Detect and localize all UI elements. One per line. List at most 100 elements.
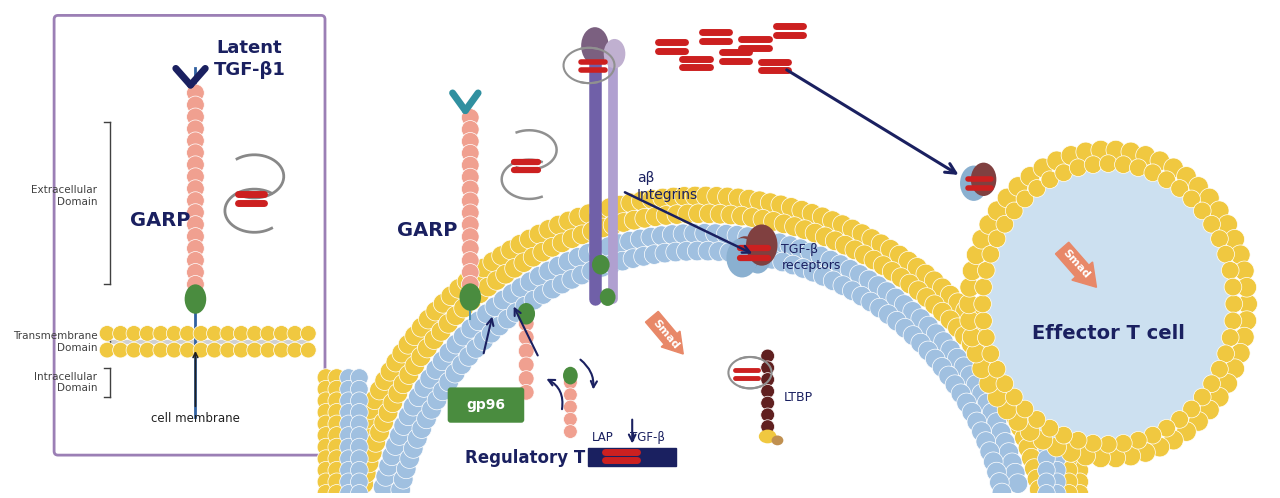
- Text: Regulatory T cell: Regulatory T cell: [465, 449, 623, 467]
- Circle shape: [760, 361, 774, 374]
- Circle shape: [1048, 485, 1066, 498]
- Circle shape: [495, 264, 516, 284]
- Circle shape: [1038, 473, 1055, 491]
- Circle shape: [1018, 389, 1037, 409]
- Circle shape: [1071, 369, 1088, 386]
- Circle shape: [1025, 409, 1046, 428]
- Circle shape: [1211, 230, 1229, 248]
- Circle shape: [739, 189, 759, 209]
- Circle shape: [1048, 392, 1066, 409]
- Circle shape: [941, 285, 960, 305]
- Circle shape: [1164, 158, 1183, 178]
- Circle shape: [635, 209, 654, 228]
- Circle shape: [461, 240, 479, 257]
- Circle shape: [328, 392, 346, 409]
- Circle shape: [539, 261, 558, 281]
- FancyArrow shape: [1056, 242, 1097, 287]
- Circle shape: [961, 334, 982, 354]
- Circle shape: [979, 374, 998, 393]
- Circle shape: [803, 204, 822, 223]
- Circle shape: [974, 352, 995, 372]
- Circle shape: [1047, 437, 1066, 457]
- Circle shape: [498, 309, 517, 329]
- Circle shape: [1091, 448, 1111, 468]
- Circle shape: [385, 436, 406, 456]
- Circle shape: [449, 279, 468, 298]
- Circle shape: [924, 295, 945, 315]
- Circle shape: [1071, 415, 1088, 433]
- Circle shape: [1060, 485, 1078, 498]
- Circle shape: [1043, 460, 1062, 480]
- Circle shape: [379, 403, 398, 422]
- Circle shape: [792, 200, 812, 220]
- Circle shape: [1144, 164, 1162, 182]
- Circle shape: [1149, 437, 1170, 457]
- Circle shape: [1005, 202, 1023, 220]
- Circle shape: [366, 433, 385, 452]
- Circle shape: [1171, 411, 1188, 428]
- Circle shape: [925, 349, 945, 369]
- Circle shape: [794, 258, 813, 278]
- Circle shape: [187, 192, 205, 210]
- Circle shape: [1007, 370, 1027, 389]
- Circle shape: [351, 403, 369, 421]
- Circle shape: [301, 326, 316, 341]
- Circle shape: [187, 108, 205, 125]
- Circle shape: [1158, 419, 1175, 437]
- Circle shape: [1038, 369, 1055, 386]
- Circle shape: [972, 359, 992, 378]
- Circle shape: [1009, 411, 1028, 431]
- Circle shape: [524, 290, 544, 310]
- Circle shape: [966, 412, 987, 432]
- Circle shape: [831, 255, 850, 274]
- Circle shape: [989, 473, 1009, 493]
- Circle shape: [374, 412, 393, 432]
- Circle shape: [820, 250, 840, 270]
- Circle shape: [351, 392, 369, 409]
- Circle shape: [1234, 261, 1254, 281]
- Circle shape: [933, 278, 952, 298]
- Circle shape: [1048, 369, 1066, 386]
- Circle shape: [247, 342, 262, 358]
- Circle shape: [233, 326, 250, 341]
- Circle shape: [1225, 359, 1244, 378]
- Circle shape: [403, 439, 424, 458]
- Circle shape: [977, 325, 996, 345]
- Circle shape: [625, 210, 644, 230]
- Circle shape: [504, 258, 525, 278]
- Circle shape: [351, 369, 369, 386]
- Circle shape: [339, 473, 357, 491]
- Circle shape: [1027, 469, 1047, 489]
- Circle shape: [600, 198, 620, 218]
- Circle shape: [909, 281, 928, 300]
- Circle shape: [351, 380, 369, 398]
- Circle shape: [187, 240, 205, 257]
- Circle shape: [975, 432, 996, 451]
- Circle shape: [1129, 431, 1147, 449]
- Circle shape: [351, 415, 369, 433]
- Ellipse shape: [184, 284, 206, 314]
- Circle shape: [751, 247, 772, 267]
- Circle shape: [328, 415, 346, 433]
- Circle shape: [1135, 443, 1156, 462]
- Circle shape: [1183, 190, 1201, 208]
- Circle shape: [1041, 449, 1060, 469]
- Circle shape: [813, 207, 832, 227]
- Circle shape: [1038, 485, 1055, 498]
- Circle shape: [916, 264, 936, 284]
- Circle shape: [589, 201, 609, 220]
- Circle shape: [328, 380, 346, 398]
- Circle shape: [873, 256, 893, 275]
- Circle shape: [247, 326, 262, 341]
- Circle shape: [1071, 392, 1088, 409]
- Circle shape: [1009, 177, 1028, 196]
- Circle shape: [507, 303, 526, 322]
- Circle shape: [518, 316, 534, 332]
- Circle shape: [759, 231, 778, 250]
- Ellipse shape: [591, 255, 609, 274]
- Circle shape: [620, 232, 640, 251]
- Circle shape: [483, 252, 503, 271]
- Circle shape: [987, 201, 1007, 221]
- Circle shape: [494, 290, 513, 310]
- Circle shape: [707, 187, 727, 206]
